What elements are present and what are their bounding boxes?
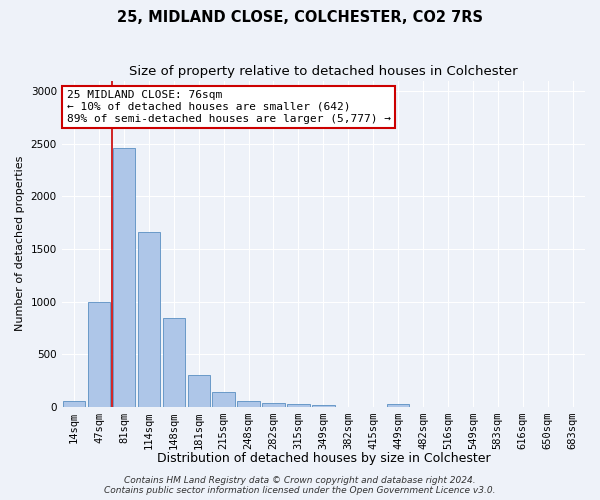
Bar <box>163 318 185 407</box>
Bar <box>137 232 160 407</box>
Bar <box>312 405 335 407</box>
Y-axis label: Number of detached properties: Number of detached properties <box>15 156 25 332</box>
Text: 25, MIDLAND CLOSE, COLCHESTER, CO2 7RS: 25, MIDLAND CLOSE, COLCHESTER, CO2 7RS <box>117 10 483 25</box>
X-axis label: Distribution of detached houses by size in Colchester: Distribution of detached houses by size … <box>157 452 490 465</box>
Bar <box>287 404 310 407</box>
Bar <box>88 302 110 407</box>
Bar <box>188 376 210 407</box>
Bar <box>262 402 285 407</box>
Text: Contains HM Land Registry data © Crown copyright and database right 2024.
Contai: Contains HM Land Registry data © Crown c… <box>104 476 496 495</box>
Title: Size of property relative to detached houses in Colchester: Size of property relative to detached ho… <box>129 65 518 78</box>
Bar <box>387 404 409 407</box>
Text: 25 MIDLAND CLOSE: 76sqm
← 10% of detached houses are smaller (642)
89% of semi-d: 25 MIDLAND CLOSE: 76sqm ← 10% of detache… <box>67 90 391 124</box>
Bar <box>238 401 260 407</box>
Bar <box>63 401 85 407</box>
Bar <box>212 392 235 407</box>
Bar <box>113 148 135 407</box>
